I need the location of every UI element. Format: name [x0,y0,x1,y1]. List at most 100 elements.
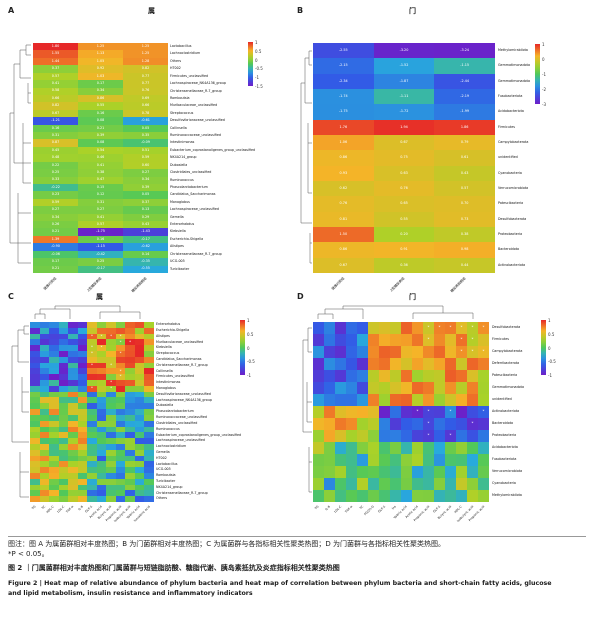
heatmap-cell [96,333,107,340]
heatmap-cell [115,455,126,462]
heatmap-cell [33,198,79,207]
heatmap-cell-value: 0.43 [460,170,469,175]
heatmap-cell [379,418,391,431]
heatmap-cell [134,490,145,497]
heatmap-cell [346,394,358,407]
significance-star: * [471,337,474,342]
heatmap-cell [68,409,78,416]
heatmap-cell [115,467,126,474]
heatmap-cell [123,132,169,140]
heatmap-cell [125,345,136,352]
heatmap-cell [123,94,169,103]
heatmap-cell [106,490,117,497]
heatmap-cell [144,461,155,468]
row-label: Clostridiales_unclassified [156,420,198,425]
row-label: Campylobacterota [498,139,529,144]
heatmap-cell [33,80,79,88]
heatmap-cell [58,345,69,352]
heatmap-cell [58,420,69,427]
heatmap-cell [313,119,374,136]
heatmap-cell [30,496,40,503]
heatmap-cell [144,403,155,410]
legend-tick-label: 0.5 [247,331,254,337]
heatmap-cell [39,420,50,427]
heatmap-cell [144,409,155,416]
heatmap-cell [434,58,496,74]
row-label: Intestinimonas [156,380,181,385]
heatmap-cell [379,442,391,455]
heatmap-cell [324,478,336,491]
row-labels-b: Methylomirabilota Gemmatimonadota Gemmatim… [498,43,558,273]
heatmap-cell-value: 0.27 [96,207,105,212]
heatmap-cell [58,333,69,340]
heatmap-cell [125,496,136,503]
heatmap-cell [346,478,358,491]
heatmap-cell [134,351,145,358]
heatmap-cell-value: 1.76 [339,124,348,129]
heatmap-cell [401,430,413,443]
heatmap-cell [346,454,358,467]
heatmap-cell [467,418,479,431]
heatmap-cell-value: 0.29 [141,214,150,219]
heatmap-cell [423,454,435,467]
heatmap-cell-value: 1.13 [96,51,105,56]
heatmap-cell [445,490,457,503]
heatmap-cell-value: 1.25 [141,43,150,48]
heatmap-cell [68,461,78,468]
heatmap-cell [33,161,79,170]
heatmap-cell [368,418,380,431]
heatmap-cell [33,228,79,237]
heatmap-cell [379,394,391,407]
heatmap-cell [123,72,169,81]
heatmap-cell [58,327,69,334]
heatmap-cell [87,339,98,346]
heatmap-cell [39,455,50,462]
heatmap-cell [106,391,117,398]
heatmap-cell [49,496,59,503]
legend-tick-label: -1 [247,373,251,378]
heatmap-cell-value: 0.05 [141,192,150,197]
heatmap-cell-value: 0.86 [96,95,105,100]
heatmap-cell [144,397,155,404]
heatmap-cell-value: 0.14 [141,251,150,256]
heatmap-cell [125,385,136,392]
significance-star: * [471,421,474,426]
heatmap-cell [39,438,50,445]
heatmap-cell [144,345,155,352]
heatmap-cell [313,490,325,503]
heatmap-cell [30,322,40,329]
row-label: Muribaculaceae_unclassified [170,103,218,108]
heatmap-cell [412,418,424,431]
heatmap-cell [77,496,88,503]
heatmap-cell-value: 1.25 [141,51,150,56]
heatmap-cell [106,362,117,369]
heatmap-cell [313,135,374,151]
heatmap-cell-value: 0.77 [141,81,150,85]
col-label: TG [314,504,320,511]
heatmap-cell [373,150,435,166]
heatmap-cell [401,418,413,431]
heatmap-cell [30,380,40,387]
panel-title-c: 属 [96,293,103,301]
heatmap-cell [346,418,358,431]
row-label: Methylomirabilota [492,493,522,498]
heatmap-cell [58,380,69,387]
heatmap-cell-value: 0.39 [96,132,105,137]
heatmap-cell [123,265,169,274]
heatmap-cell [77,426,88,433]
heatmap-cell [49,368,59,375]
heatmap-cell [123,228,169,237]
heatmap-cell [78,183,124,192]
heatmap-cell [357,322,369,335]
heatmap-cell [373,181,435,197]
heatmap-cell [68,426,78,433]
heatmap-cell [412,370,424,383]
heatmap-cell [96,414,107,421]
heatmap-cell-value: 0.92 [96,66,105,71]
heatmap-cell [68,345,78,352]
heatmap-cell [134,484,145,491]
heatmap-cell [39,333,50,340]
heatmap-cell [368,358,380,371]
heatmap-cell-value: 0.37 [141,199,150,204]
heatmap-cell [368,394,380,407]
